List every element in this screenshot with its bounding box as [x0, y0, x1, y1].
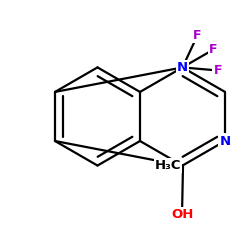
Text: N: N	[177, 61, 188, 74]
Text: F: F	[193, 29, 202, 42]
Text: F: F	[209, 43, 217, 56]
Text: F: F	[214, 64, 222, 77]
Text: OH: OH	[171, 208, 194, 221]
Text: H₃C: H₃C	[155, 159, 181, 172]
Text: N: N	[220, 134, 230, 147]
